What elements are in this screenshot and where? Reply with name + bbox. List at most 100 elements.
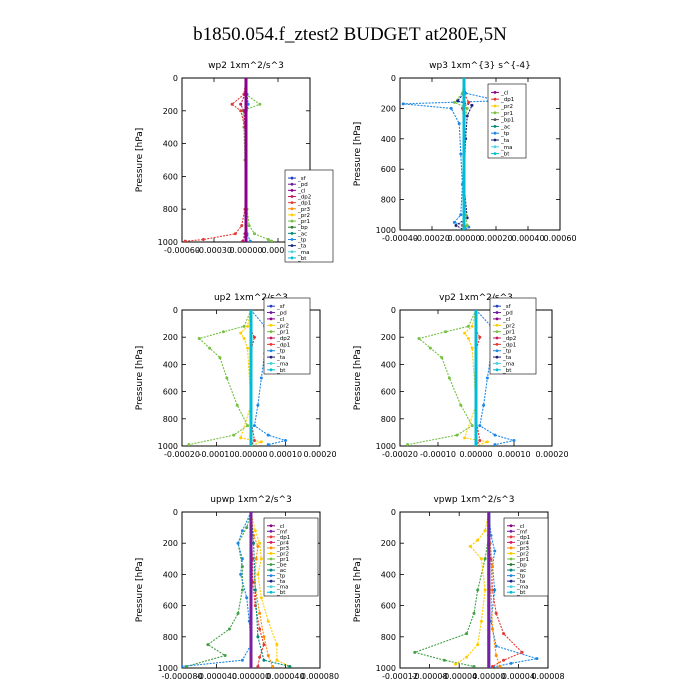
series-point-bt [462, 228, 466, 230]
legend-entry: _tp [297, 238, 307, 244]
panel-title: vpwp 1xm^2/s^3 [433, 495, 514, 505]
y-axis-label: Pressure [hPa] [353, 346, 363, 411]
legend-entry: _ac [516, 568, 526, 574]
series-point-pr2 [239, 436, 243, 440]
chart-panel-4: vp2 1xm^2/s^3 Pressure [hPa] 0 200 400 600 800… [353, 293, 569, 459]
legend-entry: _pr2 [500, 104, 513, 110]
legend-entry: _pd [502, 311, 513, 317]
legend-entry: _pr1 [500, 111, 513, 117]
series-point-tp [239, 572, 243, 576]
series-point-pr3 [254, 557, 258, 561]
series-point-tp [449, 106, 453, 110]
series-point-pr3 [498, 664, 502, 668]
x-tick-label: 0.000040 [266, 672, 304, 681]
legend-marker [290, 256, 294, 260]
series-point-tp [459, 213, 463, 217]
y-axis-label: Pressure [hPa] [353, 558, 363, 623]
series-point-tp [452, 220, 456, 224]
series-point-cl [244, 207, 248, 211]
x-tick-label: -0.000080 [161, 672, 202, 681]
x-tick-label: -0.00008 [412, 672, 448, 681]
legend-entry: _bt [516, 590, 526, 596]
series-point-bt [249, 417, 253, 421]
series-point-be [476, 588, 480, 592]
series-point-pr1 [225, 376, 229, 380]
series-point-bt [474, 310, 478, 312]
series-point-ac [256, 635, 260, 639]
series-point-dp1 [258, 655, 262, 659]
legend-entry: _pr1 [276, 557, 289, 563]
legend: _cl_mf_dp1_pr4_pr3_pr2_pr1_bp_ac_tp_ta_m… [503, 517, 549, 597]
y-tick-label: 400 [163, 140, 178, 149]
series-point-bt [462, 78, 466, 80]
legend-entry: _pr3 [516, 546, 530, 552]
series-point-pr2 [483, 529, 487, 533]
series-point-mf [249, 604, 253, 608]
legend-entry: _pd [276, 311, 287, 317]
legend-marker [493, 97, 497, 101]
y-tick-label: 200 [163, 107, 178, 116]
x-tick-label: 0.00020 [303, 450, 336, 459]
x-tick-label: -0.00020 [164, 450, 200, 459]
legend-entry: _ac [276, 568, 286, 574]
series-point-pr1 [235, 403, 239, 407]
series-point-ta [470, 103, 474, 107]
x-tick-label: -0.00004 [441, 672, 477, 681]
y-tick-label: 600 [163, 388, 178, 397]
x-tick-label: -0.00020 [382, 450, 418, 459]
series-point-ta [454, 223, 458, 227]
series-point-pr1 [470, 424, 474, 428]
chart-panel-6: vpwp 1xm^2/s^3 Pressure [hPa] 0 200 400 600 80… [353, 495, 565, 681]
series-point-pr2 [465, 655, 469, 659]
legend-entry: _bp [297, 225, 308, 231]
series-point-pr2 [246, 346, 250, 350]
series-point-bt [462, 198, 466, 202]
series-line-ta [454, 78, 473, 230]
legend-marker [290, 244, 294, 248]
series-point-mf [487, 572, 491, 576]
series-point-dp1 [502, 632, 506, 636]
y-tick-label: 1000 [376, 442, 396, 451]
y-tick-label: 800 [163, 205, 178, 214]
series-point-pr2 [463, 331, 467, 335]
legend-box [489, 297, 537, 375]
legend-entry: _pr2 [516, 551, 529, 557]
y-tick-label: 1000 [158, 238, 178, 247]
series-line-pr2 [455, 512, 490, 665]
legend-entry: _dp1 [502, 342, 516, 348]
legend-marker [269, 585, 273, 589]
chart-panel-1: wp2 1xm^2/s^3 Pressure [hPa] 0 200 400 600 800… [135, 61, 334, 263]
y-tick-label: 200 [381, 104, 396, 113]
chart-panel-2: wp3 1xm^{3} s^{-4} Pressure [hPa] 0 200 400 6… [353, 61, 577, 243]
x-tick-label: 0.00040 [511, 234, 544, 243]
legend-entry: _dp2 [276, 336, 290, 342]
series-point-ac [262, 658, 266, 662]
series-point-tp [493, 588, 497, 592]
series-point-bt [474, 362, 478, 366]
legend-marker [495, 317, 499, 321]
legend-entry: _bp [516, 563, 527, 569]
legend-marker [269, 362, 273, 365]
series-point-pr3 [271, 664, 275, 668]
legend-marker [493, 138, 497, 142]
x-tick-label: -0.00020 [414, 234, 450, 243]
y-axis-label: Pressure [hPa] [135, 346, 145, 411]
series-point-pr1 [440, 356, 444, 360]
series-point-tp [512, 439, 516, 443]
series-point-cl [244, 174, 248, 178]
series-point-pr2 [476, 643, 480, 647]
legend-entry: _sf [297, 176, 307, 182]
series-point-pr1 [417, 337, 421, 341]
legend-marker [493, 91, 497, 94]
x-tick-label: -0.00010 [420, 450, 456, 459]
series-point-tp [535, 657, 539, 661]
series-point-be [245, 526, 249, 530]
legend-marker [290, 231, 294, 235]
legend-marker [269, 574, 273, 578]
series-point-dp1 [252, 439, 256, 443]
legend-entry: _ta [276, 579, 285, 585]
series-point-pr2 [259, 596, 263, 600]
legend-marker [493, 152, 497, 156]
series-point-pr1 [246, 424, 250, 428]
x-tick-label: 0.00004 [502, 672, 535, 681]
